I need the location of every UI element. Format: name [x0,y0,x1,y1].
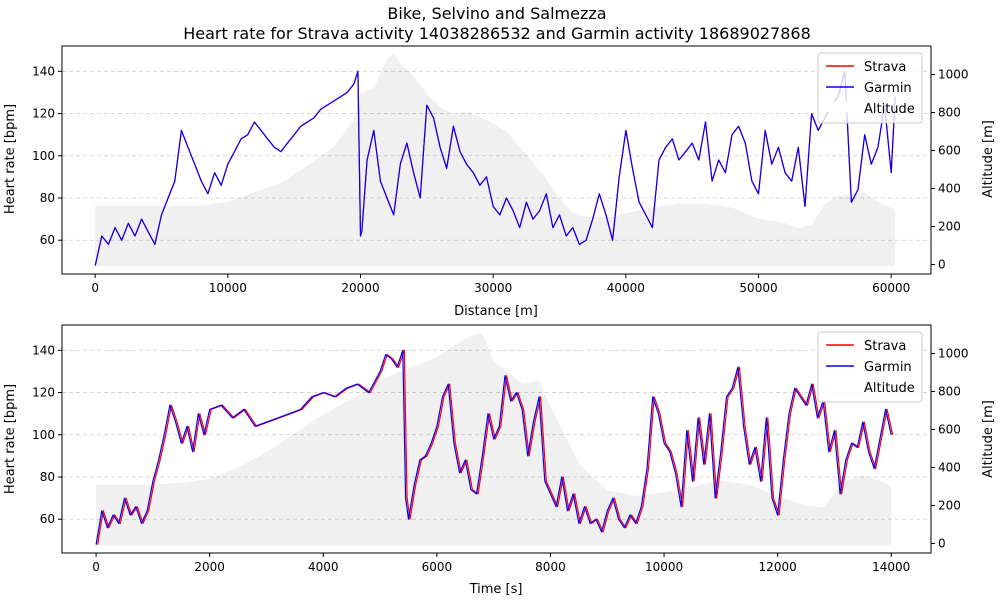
x-tick-label: 10000 [209,281,247,295]
legend: Strava Garmin Altitude [817,331,923,403]
x-tick-label: 4000 [308,560,339,574]
y-tick-label: 120 [32,107,55,121]
y-tick-label: 80 [40,470,55,484]
x-tick-label: 60000 [872,281,910,295]
garmin-series-line [94,70,896,266]
y2-tick-label: 200 [938,499,961,513]
legend-swatch-altitude [826,102,854,112]
figure-title-line2: Heart rate for Strava activity 140382865… [183,24,811,43]
time-panel: 0 2000 4000 6000 8000 10000 12000 1400060801001… [3,324,996,597]
x-tick-label: 40000 [607,281,645,295]
y-tick-label: 100 [32,428,55,442]
legend-label-strava: Strava [864,60,906,75]
x-tick-label: 14000 [872,560,910,574]
y2-tick-label: 400 [938,182,961,196]
axes-frame [61,45,932,275]
plot-area: 0 2000 4000 6000 8000 10000 12000 1400060801001… [32,324,969,574]
axes-frame [61,324,932,554]
y-tick-label: 60 [40,233,55,247]
garmin-series-line [95,349,892,545]
distance-panel: 0 10000 20000 30000 40000 50000 60000608010012… [3,45,996,319]
legend-label-altitude: Altitude [864,381,915,396]
x-tick-label: 0 [91,281,99,295]
y2-tick-label: 800 [938,385,961,399]
x-tick-label: 12000 [759,560,797,574]
legend: Strava Garmin Altitude [817,52,923,124]
y2-tick-label: 0 [938,537,946,551]
y-tick-label: 120 [32,386,55,400]
x-tick-label: 50000 [739,281,777,295]
y2-tick-label: 0 [938,258,946,272]
x-tick-label: 0 [92,560,100,574]
legend-swatch-altitude [826,381,854,391]
x-tick-label: 30000 [474,281,512,295]
x-tick-label: 6000 [422,560,453,574]
legend-label-altitude: Altitude [864,102,915,117]
y2-tick-label: 400 [938,461,961,475]
y2-tick-label: 600 [938,423,961,437]
x-axis-label: Time [s] [469,582,523,597]
altitude-area [95,53,896,267]
y2-tick-label: 800 [938,106,961,120]
x-axis-label: Distance [m] [454,304,538,319]
y-tick-label: 60 [40,512,55,526]
y2-axis-label: Altitude [m] [981,400,996,478]
y2-tick-label: 600 [938,144,961,158]
y-tick-label: 100 [32,149,55,163]
y2-axis-label: Altitude [m] [981,120,996,198]
plot-area: 0 10000 20000 30000 40000 50000 60000608010012… [32,45,969,295]
y-axis-label: Heart rate [bpm] [3,384,18,494]
legend-label-garmin: Garmin [864,360,912,375]
y2-tick-label: 1000 [938,68,969,82]
x-tick-label: 2000 [194,560,225,574]
figure-title-line1: Bike, Selvino and Salmezza [387,4,606,23]
y-tick-label: 140 [32,64,55,78]
y-axis-label: Heart rate [bpm] [3,104,18,214]
y2-tick-label: 200 [938,220,961,234]
x-tick-label: 20000 [341,281,379,295]
y-tick-label: 140 [32,343,55,357]
x-tick-label: 10000 [645,560,683,574]
legend-label-strava: Strava [864,339,906,354]
x-tick-label: 8000 [535,560,566,574]
y2-tick-label: 1000 [938,347,969,361]
strava-series-line [97,349,894,545]
y-tick-label: 80 [40,191,55,205]
legend-label-garmin: Garmin [864,81,912,96]
